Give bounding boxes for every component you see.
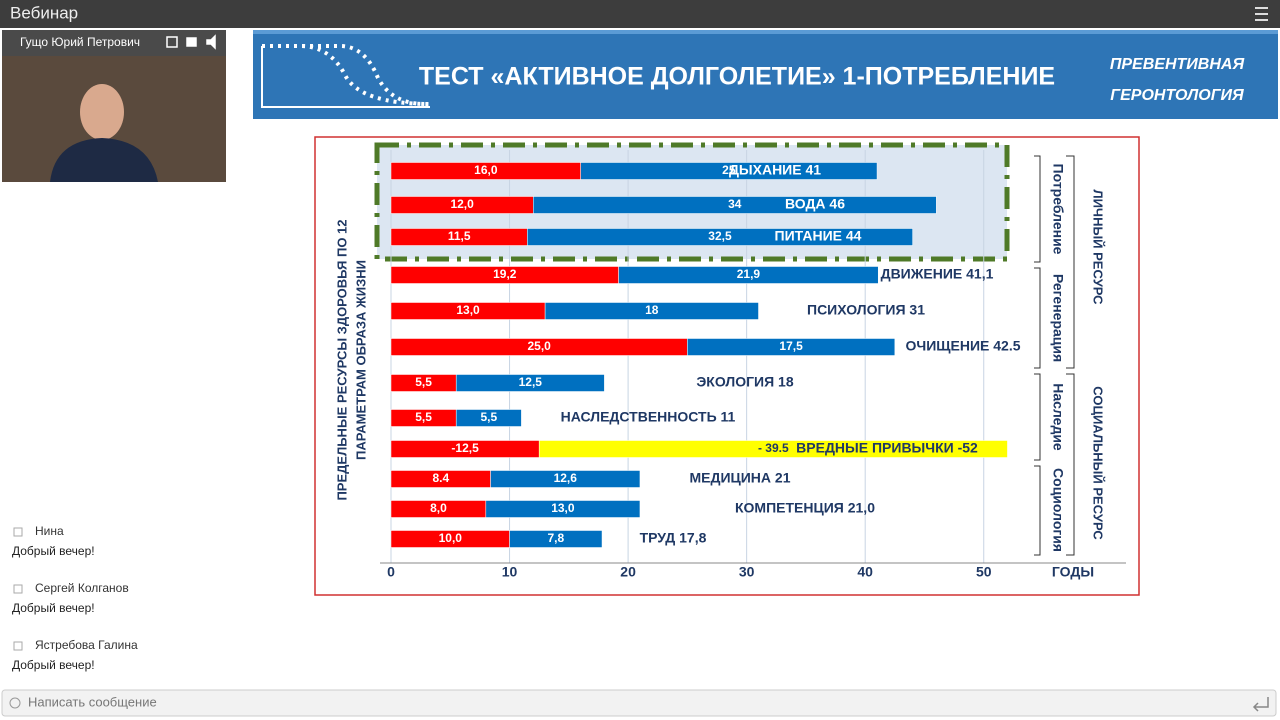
chat-avatar-icon bbox=[13, 584, 23, 594]
bar-segment bbox=[533, 196, 937, 214]
group-label: Регенерация bbox=[1050, 274, 1066, 362]
bar-segment bbox=[618, 266, 879, 284]
value-label: 21,9 bbox=[737, 267, 761, 281]
x-tick-label: 0 bbox=[387, 564, 395, 580]
category-label: НАСЛЕДСТВЕННОСТЬ 11 bbox=[561, 409, 736, 425]
input-placeholder: Написать сообщение bbox=[28, 694, 157, 709]
chat-message: Добрый вечер! bbox=[12, 658, 95, 672]
value-label: 11,5 bbox=[448, 229, 471, 243]
message-input[interactable] bbox=[1, 689, 1277, 717]
value-label: 8,0 bbox=[430, 501, 447, 515]
category-label: ДВИЖЕНИЕ 41,1 bbox=[881, 266, 994, 282]
value-label: 16,0 bbox=[474, 163, 498, 177]
x-tick-label: 20 bbox=[620, 564, 636, 580]
chat-author: Сергей Колганов bbox=[35, 581, 129, 595]
slide-title: ТЕСТ «АКТИВНОЕ ДОЛГОЛЕТИЕ» 1-ПОТРЕБЛЕНИЕ bbox=[419, 63, 1055, 91]
category-label: ТРУД 17,8 bbox=[640, 530, 707, 546]
resource-label: ЛИЧНЫЙ РЕСУРС bbox=[1091, 189, 1106, 305]
value-label: 7,8 bbox=[547, 531, 564, 545]
value-label: 25,0 bbox=[528, 339, 552, 353]
x-tick-label: 40 bbox=[857, 564, 873, 580]
slide-logo bbox=[261, 44, 431, 108]
value-label: 12,6 bbox=[554, 471, 578, 485]
bar-segment bbox=[544, 302, 759, 320]
value-label: 13,0 bbox=[456, 303, 480, 317]
category-label: ДЫХАНИЕ 41 bbox=[729, 162, 821, 178]
value-label: 32,5 bbox=[708, 229, 732, 243]
chat: Нина Добрый вечер! Сергей Колганов Добрый в… bbox=[12, 524, 138, 672]
chat-avatar-icon bbox=[13, 527, 23, 537]
category-label: КОМПЕТЕНЦИЯ 21,0 bbox=[735, 500, 875, 516]
resource-label: СОЦИАЛЬНЫЙ РЕСУРС bbox=[1091, 386, 1106, 540]
value-label: 13,0 bbox=[551, 501, 575, 515]
menu-button[interactable] bbox=[1255, 7, 1268, 21]
group-brackets bbox=[1034, 155, 1075, 556]
value-label: 5,5 bbox=[415, 375, 432, 389]
bar-segment bbox=[687, 338, 896, 356]
x-tick-label: 10 bbox=[502, 564, 518, 580]
camera-button[interactable] bbox=[186, 37, 197, 47]
sound-button[interactable] bbox=[206, 34, 216, 50]
presenter-face bbox=[80, 84, 124, 140]
y-axis-title: ПАРАМЕТРАМ ОБРАЗА ЖИЗНИ bbox=[353, 260, 368, 460]
presenter-name: Гущо Юрий Петрович bbox=[20, 35, 140, 49]
bar-segment bbox=[580, 162, 878, 180]
category-label: ВОДА 46 bbox=[785, 196, 845, 212]
emoji-button[interactable] bbox=[9, 697, 21, 709]
x-tick-label: 30 bbox=[739, 564, 755, 580]
bar-segment bbox=[490, 470, 641, 488]
group-label: Наследие bbox=[1050, 383, 1066, 451]
y-axis-title: ПРЕДЕЛЬНЫЕ РЕСУРСЫ ЗДОРОВЬЯ ПО 12 bbox=[334, 219, 349, 500]
category-label: ОЧИЩЕНИЕ 42.5 bbox=[905, 338, 1020, 354]
value-label: 12,5 bbox=[519, 375, 543, 389]
presenter-body bbox=[50, 138, 158, 182]
category-label: ЭКОЛОГИЯ 18 bbox=[696, 374, 793, 390]
category-label: МЕДИЦИНА 21 bbox=[689, 470, 790, 486]
slide-header-stripe bbox=[253, 30, 1278, 34]
value-label: 19,2 bbox=[493, 267, 517, 281]
chat-avatar-icon bbox=[13, 641, 23, 651]
group-label: Социология bbox=[1050, 468, 1066, 552]
value-label: 10,0 bbox=[439, 531, 463, 545]
value-label: -12,5 bbox=[451, 441, 479, 455]
value-label: 12,0 bbox=[450, 197, 474, 211]
bar-segment bbox=[527, 228, 913, 246]
value-label: 8.4 bbox=[432, 471, 449, 485]
app-title: Вебинар bbox=[10, 3, 78, 22]
bar-segment bbox=[509, 530, 603, 548]
value-label: 17,5 bbox=[779, 339, 803, 353]
x-axis-title: ГОДЫ bbox=[1052, 564, 1094, 580]
bar-segment bbox=[455, 409, 522, 427]
chat-author: Нина bbox=[35, 524, 64, 538]
fullscreen-button[interactable] bbox=[166, 36, 178, 48]
value-label: 25 bbox=[722, 163, 736, 177]
category-label: ПСИХОЛОГИЯ 31 bbox=[807, 302, 925, 318]
value-label: 5,5 bbox=[415, 410, 432, 424]
value-label: 5,5 bbox=[480, 410, 497, 424]
top-bar bbox=[0, 0, 1280, 28]
value-label: 34 bbox=[728, 197, 742, 211]
bar-segment bbox=[485, 500, 641, 518]
slide-brand: ГЕРОНТОЛОГИЯ bbox=[1110, 87, 1244, 104]
x-tick-label: 50 bbox=[976, 564, 992, 580]
chat-author: Ястребова Галина bbox=[35, 638, 138, 652]
slide-brand: ПРЕВЕНТИВНАЯ bbox=[1110, 56, 1245, 73]
value-label: - 39.5 bbox=[758, 441, 789, 455]
bar-segment bbox=[538, 440, 1008, 458]
chat-message: Добрый вечер! bbox=[12, 544, 95, 558]
category-label: ВРЕДНЫЕ ПРИВЫЧКИ -52 bbox=[796, 440, 978, 456]
value-label: 18 bbox=[645, 303, 659, 317]
category-label: ПИТАНИЕ 44 bbox=[775, 228, 862, 244]
group-label: Потребление bbox=[1050, 164, 1066, 255]
send-button[interactable] bbox=[1252, 697, 1269, 712]
bar-segment bbox=[455, 374, 605, 392]
chat-message: Добрый вечер! bbox=[12, 601, 95, 615]
